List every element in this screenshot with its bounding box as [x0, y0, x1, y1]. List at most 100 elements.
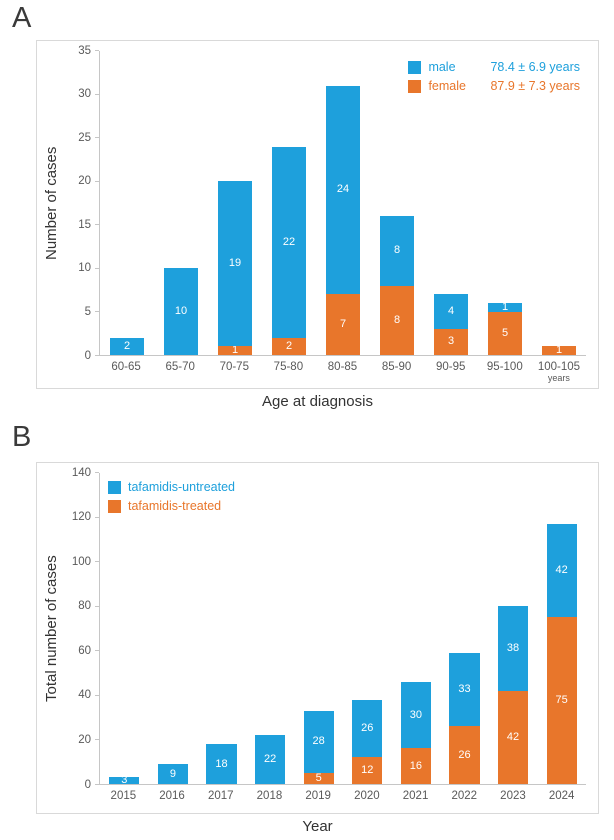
y-tick-label: 0 — [84, 778, 91, 791]
legend-swatch-female — [408, 79, 422, 93]
y-tick-label: 20 — [78, 174, 91, 187]
bar-value-label: 5 — [501, 326, 509, 339]
bar-2024: 75 42 — [537, 473, 586, 784]
legend-swatch-tafamidis-treated — [108, 499, 121, 513]
legend-swatch-tafamidis-untreated — [108, 480, 121, 494]
bar-segment-tafamidis-treated: 75 — [546, 617, 577, 784]
bar-value-label: 1 — [555, 346, 563, 355]
y-tick-mark — [95, 650, 99, 652]
bar-segment-female: 3 — [434, 328, 468, 355]
bar-value-label: 22 — [263, 753, 277, 766]
x-tick-label: 2019 — [305, 790, 331, 802]
bar-2018: 22 — [246, 473, 295, 784]
y-tick-mark — [95, 224, 99, 226]
bar-65-70: 10 — [154, 51, 208, 355]
bar-value-label: 4 — [447, 305, 455, 318]
bar-segment-female: 5 — [488, 311, 522, 355]
y-tick-label: 60 — [78, 644, 91, 657]
bar-value-label: 42 — [506, 730, 520, 743]
bar-segment-tafamidis-untreated: 9 — [157, 764, 188, 784]
bar-segment-tafamidis-untreated: 30 — [400, 681, 431, 749]
bar-segment-tafamidis-untreated: 26 — [352, 699, 383, 758]
bar-2021: 16 30 — [392, 473, 441, 784]
bar-value-label: 16 — [409, 759, 422, 772]
x-tick-label: 2016 — [159, 790, 185, 802]
y-tick-mark — [95, 694, 99, 696]
bar-value-label: 3 — [447, 335, 455, 348]
y-tick-label: 80 — [78, 599, 91, 612]
x-unit-label: years — [547, 372, 570, 383]
y-tick-mark — [95, 561, 99, 563]
bar-segment-male: 19 — [218, 181, 252, 347]
chart-b-plot: 3 9 18 22 5 28 12 26 16 30 26 33 42 38 75 42 tafamidis-u… — [99, 473, 586, 785]
panel-a-label: A — [12, 2, 32, 34]
x-tick-label: 2021 — [402, 790, 429, 802]
chart-b-y-axis-title: Total number of cases — [43, 555, 60, 703]
bar-stack: 26 33 — [449, 473, 480, 784]
bar-value-label: 1 — [231, 346, 239, 355]
bar-60-65: 2 — [100, 51, 154, 355]
bar-70-75: 1 19 — [208, 51, 262, 355]
x-tick-label: 60-65 — [111, 361, 141, 373]
bar-value-label: 8 — [393, 313, 401, 326]
x-tick-label: 90-95 — [436, 361, 466, 373]
x-tick-label: 65-70 — [165, 361, 195, 373]
bar-value-label: 75 — [555, 694, 568, 707]
bar-stack: 12 26 — [352, 473, 383, 784]
bar-segment-female: 1 — [218, 346, 252, 355]
bar-segment-male: 10 — [164, 268, 198, 355]
bar-75-80: 2 22 — [262, 51, 316, 355]
y-tick-mark — [95, 605, 99, 607]
bar-value-label: 5 — [315, 772, 322, 784]
bar-2015: 3 — [100, 473, 149, 784]
legend-stat: 87.9 ± 7.3 years — [490, 79, 580, 93]
bar-stack: 42 38 — [497, 473, 529, 784]
bar-segment-male: 24 — [326, 85, 360, 295]
y-tick-label: 5 — [84, 305, 91, 318]
bar-2022: 26 33 — [440, 473, 489, 784]
bar-segment-tafamidis-untreated: 28 — [303, 710, 334, 773]
y-tick-mark — [95, 180, 99, 182]
bar-stack: 16 30 — [400, 473, 431, 784]
bar-value-label: 28 — [312, 735, 325, 748]
y-tick-label: 10 — [78, 262, 91, 275]
x-tick-label: 80-85 — [327, 361, 358, 373]
bar-value-label: 30 — [409, 708, 422, 721]
legend-item-male: male 78.4 ± 6.9 years — [408, 60, 580, 74]
x-tick-label: 2015 — [110, 790, 137, 802]
bar-value-label: 8 — [393, 244, 401, 257]
chart-a-y-axis-title: Number of cases — [43, 146, 60, 261]
y-tick-label: 15 — [78, 218, 91, 231]
bar-stack: 75 42 — [546, 473, 577, 784]
y-tick-mark — [95, 516, 99, 518]
chart-a-x-labels: 60-65 65-70 70-75 75-80 80-85 85-90 90-95 95-10… — [99, 356, 586, 386]
bar-stack: 9 — [157, 473, 188, 784]
x-tick-label: 2024 — [548, 790, 575, 802]
chart-a: Number of cases 0 5 10 15 20 25 30 35 2 10 1 19 2 22… — [36, 40, 599, 389]
bar-value-label: 1 — [501, 302, 509, 312]
y-tick-mark — [95, 267, 99, 269]
y-tick-mark — [95, 739, 99, 741]
x-tick-label: 2020 — [354, 790, 380, 802]
bar-value-label: 24 — [336, 183, 350, 196]
bar-2019: 5 28 — [294, 473, 343, 784]
bar-2023: 42 38 — [489, 473, 538, 784]
x-tick-label: 2018 — [256, 790, 283, 802]
legend: tafamidis-untreated tafamidis-treated — [108, 480, 235, 513]
bar-segment-female: 2 — [272, 337, 306, 355]
bar-segment-male: 8 — [380, 216, 414, 286]
bar-value-label: 26 — [361, 721, 374, 734]
legend-item-female: female 87.9 ± 7.3 years — [408, 79, 580, 93]
bar-value-label: 22 — [282, 235, 296, 248]
bar-value-label: 9 — [169, 767, 176, 780]
y-tick-mark — [95, 784, 99, 785]
bar-stack: 1 19 — [218, 51, 252, 355]
bar-stack: 7 24 — [326, 51, 360, 355]
bar-value-label: 7 — [339, 318, 347, 331]
chart-a-y-axis: 0 5 10 15 20 25 30 35 — [67, 45, 99, 361]
